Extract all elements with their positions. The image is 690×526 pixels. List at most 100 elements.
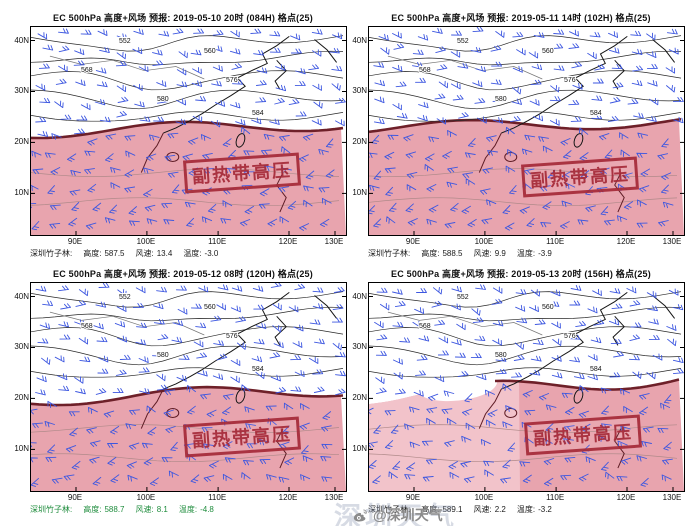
contour-label: 568 xyxy=(419,67,431,74)
lon-tick-label: 90E xyxy=(405,237,421,246)
contour-label: 560 xyxy=(204,48,216,55)
contour-label: 552 xyxy=(119,294,131,301)
contour-label: 568 xyxy=(81,67,93,74)
panel-title: EC 500hPa 高度+风场 预报: 2019-05-11 14时 (102H… xyxy=(391,13,651,23)
lat-tick-label: 20N xyxy=(352,393,367,403)
lat-tick-label: 40N xyxy=(352,35,367,45)
station-label: 深圳竹子林: xyxy=(368,249,411,258)
station-label: 深圳竹子林: xyxy=(30,249,73,258)
contour-label: 580 xyxy=(157,352,169,359)
contour-label: 584 xyxy=(590,110,602,117)
map-canvas: 552 560 568 576 580 584 副热带高压 xyxy=(368,26,685,236)
contour-label: 584 xyxy=(590,366,602,373)
lat-tick-label: 10N xyxy=(14,444,29,454)
map-plot: 552 560 568 576 580 584 xyxy=(369,284,684,491)
contour-label: 576 xyxy=(226,77,238,84)
wind-label: 风速: xyxy=(473,249,492,258)
lon-tick-label: 100E xyxy=(136,237,156,246)
lat-tick-label: 20N xyxy=(14,137,29,147)
station-label: 深圳竹子林: xyxy=(368,505,411,514)
height-value: 587.5 xyxy=(104,249,125,258)
panel-title: EC 500hPa 高度+风场 预报: 2019-05-10 20时 (084H… xyxy=(53,13,313,23)
lon-tick-label: 130E xyxy=(324,237,344,246)
lat-tick-label: 10N xyxy=(14,188,29,198)
lat-tick-label: 30N xyxy=(14,342,29,352)
wind-label: 风速: xyxy=(473,505,492,514)
lon-tick-label: 110E xyxy=(208,493,227,502)
contour-label: 576 xyxy=(564,333,576,340)
station-status-line: 深圳竹子林: 高度: 587.5 风速: 13.4 温度: -3.0 xyxy=(30,248,218,259)
wind-label: 风速: xyxy=(135,505,154,514)
forecast-panel: EC 500hPa 高度+风场 预报: 2019-05-10 20时 (084H… xyxy=(14,6,352,258)
temp-label: 温度: xyxy=(178,505,198,514)
wind-label: 风速: xyxy=(135,249,154,258)
wind-value: 2.2 xyxy=(494,505,506,514)
height-label: 高度: xyxy=(421,249,440,258)
temp-value: -3.2 xyxy=(538,505,552,514)
wind-value: 8.1 xyxy=(156,505,168,514)
temp-label: 温度: xyxy=(183,249,202,258)
height-value: 588.5 xyxy=(442,249,463,258)
contour-label: 580 xyxy=(495,96,507,103)
panel-title: EC 500hPa 高度+风场 预报: 2019-05-12 08时 (120H… xyxy=(53,269,313,279)
lat-tick-label: 40N xyxy=(14,291,29,301)
lat-tick-label: 40N xyxy=(352,291,367,301)
lon-tick-label: 100E xyxy=(474,237,494,246)
contour-label: 568 xyxy=(81,323,93,330)
lat-tick-label: 20N xyxy=(14,393,29,403)
lon-tick-label: 120E xyxy=(278,493,298,502)
map-plot: 552 560 568 576 580 584 xyxy=(31,283,346,491)
lat-tick-label: 20N xyxy=(352,137,367,147)
temp-value: -3.9 xyxy=(538,249,552,258)
forecast-panel: EC 500hPa 高度+风场 预报: 2019-05-13 20时 (156H… xyxy=(352,262,690,514)
lon-tick-label: 90E xyxy=(67,237,83,246)
contour-label: 576 xyxy=(226,333,238,340)
lon-tick-label: 120E xyxy=(278,237,298,246)
lat-tick-label: 10N xyxy=(352,444,367,454)
lon-tick-label: 90E xyxy=(67,493,83,502)
map-canvas: 552 560 568 576 580 584 副热带高压 xyxy=(30,282,347,492)
height-label: 高度: xyxy=(83,249,102,258)
contour-label: 584 xyxy=(252,366,264,373)
contour-label: 568 xyxy=(419,323,431,330)
temp-label: 温度: xyxy=(516,505,536,514)
temp-value: -4.8 xyxy=(200,505,214,514)
height-label: 高度: xyxy=(421,505,440,514)
station-status-line: 深圳竹子林: 高度: 588.5 风速: 9.9 温度: -3.9 xyxy=(368,248,552,259)
temp-value: -3.0 xyxy=(204,249,219,258)
contour-label: 576 xyxy=(564,77,576,84)
height-value: 588.7 xyxy=(104,505,125,514)
map-plot: 552 560 568 576 580 584 xyxy=(369,27,684,235)
lat-tick-label: 10N xyxy=(352,188,367,198)
wind-value: 9.9 xyxy=(494,249,506,258)
contour-label: 552 xyxy=(457,38,469,45)
map-canvas: 552 560 568 576 580 584 副热带高压 xyxy=(368,282,685,492)
lon-tick-label: 100E xyxy=(136,493,156,502)
lat-tick-label: 30N xyxy=(14,86,29,96)
panel-title: EC 500hPa 高度+风场 预报: 2019-05-13 20时 (156H… xyxy=(391,269,651,279)
contour-label: 552 xyxy=(457,294,469,301)
station-label: 深圳竹子林: xyxy=(30,505,73,514)
contour-label: 560 xyxy=(204,304,216,311)
lat-tick-label: 30N xyxy=(352,86,367,96)
lon-tick-label: 110E xyxy=(546,493,565,502)
forecast-panel: EC 500hPa 高度+风场 预报: 2019-05-12 08时 (120H… xyxy=(14,262,352,514)
lon-tick-label: 90E xyxy=(405,493,421,502)
lat-tick-label: 30N xyxy=(352,342,367,352)
temp-label: 温度: xyxy=(516,249,536,258)
contour-label: 552 xyxy=(119,38,131,45)
height-label: 高度: xyxy=(83,505,102,514)
contour-label: 580 xyxy=(157,96,169,103)
map-canvas: 552 560 568 576 580 584 副热带高压 xyxy=(30,26,347,236)
height-value: 589.1 xyxy=(442,505,463,514)
contour-label: 580 xyxy=(495,352,507,359)
lon-tick-label: 120E xyxy=(616,237,636,246)
lon-tick-label: 110E xyxy=(208,237,227,246)
lat-tick-label: 40N xyxy=(14,35,29,45)
lon-tick-label: 130E xyxy=(662,493,682,502)
contour-label: 584 xyxy=(252,110,264,117)
map-plot: 552 560 568 576 580 584 xyxy=(31,28,346,235)
lon-tick-label: 130E xyxy=(324,493,344,502)
station-status-line: 深圳竹子林: 高度: 589.1 风速: 2.2 温度: -3.2 xyxy=(368,504,552,515)
